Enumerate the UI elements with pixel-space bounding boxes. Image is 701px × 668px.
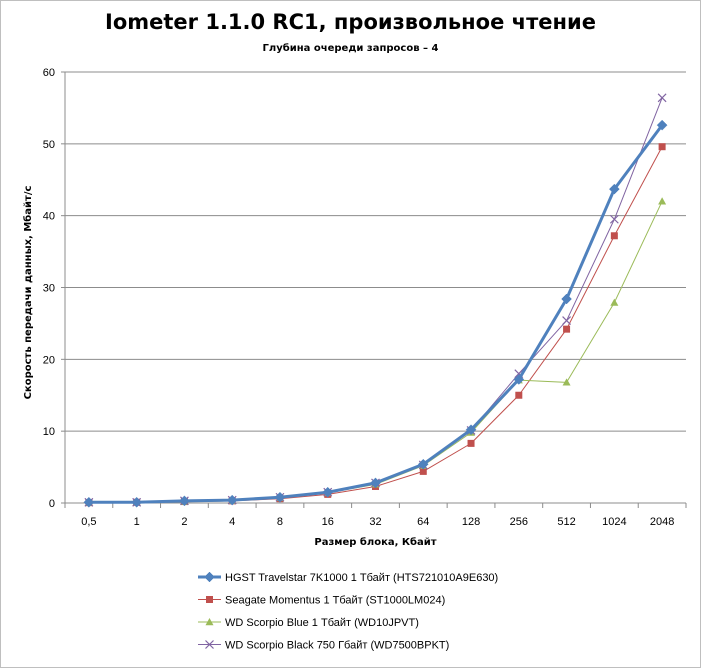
- series-line: [88, 201, 663, 504]
- x-tick-label: 2048: [650, 516, 674, 528]
- data-point: [513, 374, 525, 385]
- legend-label: WD Scorpio Blue 1 Тбайт (WD10JPVT): [225, 617, 419, 629]
- x-tick-label: 16: [322, 516, 334, 528]
- x-marker-stroke: [205, 640, 214, 649]
- data-point: [563, 325, 571, 333]
- x-tick-label: 4: [229, 516, 235, 528]
- legend-label: Seagate Momentus 1 Тбайт (ST1000LM024): [225, 595, 445, 607]
- x-tick-label: 512: [557, 516, 575, 528]
- y-tick-label: 20: [43, 354, 55, 366]
- x-tick-label: 2: [181, 516, 187, 528]
- legend: HGST Travelstar 7K1000 1 Тбайт (HTS72101…: [198, 571, 498, 652]
- y-tick-label: 0: [49, 498, 55, 510]
- legend-item: WD Scorpio Blue 1 Тбайт (WD10JPVT): [198, 617, 419, 629]
- data-point: [610, 232, 618, 240]
- x-tick-label: 64: [417, 516, 429, 528]
- series-1: [83, 119, 668, 508]
- y-tick-label: 30: [43, 283, 55, 295]
- series-2: [85, 143, 666, 507]
- data-point: [465, 424, 477, 436]
- data-point: [561, 293, 572, 305]
- data-point: [131, 496, 143, 508]
- data-point: [657, 93, 667, 103]
- legend-marker: [205, 618, 214, 626]
- legend-marker: [205, 640, 214, 649]
- data-point: [179, 495, 190, 507]
- x-tick-label: 256: [510, 516, 528, 528]
- data-point: [608, 183, 620, 195]
- data-point: [658, 143, 666, 151]
- data-point: [467, 439, 475, 447]
- data-point: [370, 477, 381, 489]
- x-marker-stroke: [657, 93, 667, 103]
- data-point: [322, 486, 334, 498]
- legend-label: WD Scorpio Black 750 Гбайт (WD7500BPKT): [225, 640, 449, 652]
- series-line: [88, 97, 663, 503]
- x-tick-label: 1: [134, 516, 140, 528]
- y-tick-label: 10: [43, 426, 55, 438]
- data-point: [417, 458, 429, 470]
- x-tick-label: 1024: [602, 516, 626, 528]
- x-marker-stroke: [514, 369, 524, 379]
- x-axis-label: Размер блока, Кбайт: [314, 536, 436, 548]
- data-point: [515, 391, 523, 399]
- x-marker-stroke: [609, 214, 619, 224]
- plot-series: [83, 93, 668, 508]
- data-point: [562, 316, 572, 325]
- x-marker-stroke: [562, 316, 572, 325]
- data-point: [658, 197, 667, 205]
- data-point: [656, 119, 668, 131]
- legend-item: WD Scorpio Black 750 Гбайт (WD7500BPKT): [198, 640, 449, 652]
- series-3: [84, 197, 667, 506]
- x-tick-label: 128: [462, 516, 480, 528]
- data-point: [609, 214, 619, 224]
- series-line: [88, 146, 663, 504]
- data-point: [419, 467, 427, 475]
- gridlines: [65, 71, 686, 432]
- y-axis-label: Скорость передачи данных, Мбайт/с: [22, 186, 34, 400]
- series-4: [84, 93, 667, 507]
- data-point: [562, 378, 571, 386]
- axes: [61, 71, 687, 508]
- y-tick-label: 40: [43, 211, 55, 223]
- legend-marker: [204, 571, 215, 583]
- data-point: [274, 491, 286, 503]
- legend-label: HGST Travelstar 7K1000 1 Тбайт (HTS72101…: [225, 572, 498, 584]
- legend-item: HGST Travelstar 7K1000 1 Тбайт (HTS72101…: [198, 571, 498, 584]
- legend-item: Seagate Momentus 1 Тбайт (ST1000LM024): [198, 595, 445, 607]
- y-tick-label: 60: [43, 67, 55, 79]
- data-point: [83, 496, 95, 508]
- x-tick-label: 0,5: [81, 516, 96, 528]
- data-point: [610, 298, 619, 306]
- tick-labels: 0 10 20 30 40 50 60 0,5 1 2 4 8 16 32 64 128 256 512 1024 2…: [43, 67, 675, 528]
- series-line: [88, 124, 664, 504]
- chart-title: Iometer 1.1.0 RC1, произвольное чтение: [105, 10, 596, 34]
- x-tick-label: 8: [277, 516, 283, 528]
- x-tick-label: 32: [369, 516, 381, 528]
- chart-subtitle: Глубина очереди запросов – 4: [262, 43, 439, 54]
- data-point: [226, 494, 238, 506]
- legend-marker: [206, 596, 213, 603]
- y-tick-label: 50: [43, 139, 55, 151]
